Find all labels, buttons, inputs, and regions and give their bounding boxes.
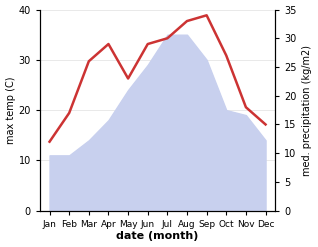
Y-axis label: max temp (C): max temp (C) (5, 76, 16, 144)
Y-axis label: med. precipitation (kg/m2): med. precipitation (kg/m2) (302, 45, 313, 176)
X-axis label: date (month): date (month) (116, 231, 199, 242)
